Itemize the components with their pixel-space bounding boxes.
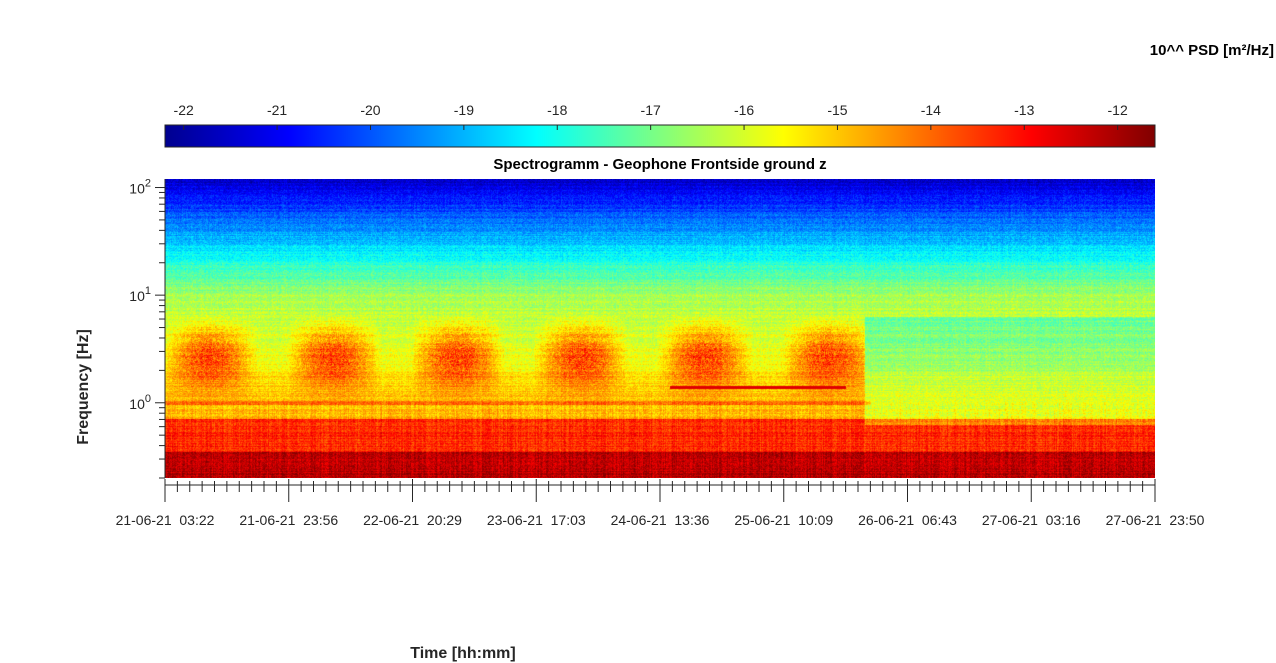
- colorbar-label: 10^^ PSD [m²/Hz]: [1150, 42, 1274, 59]
- x-tick-label: 21-06-21 23:56: [239, 512, 338, 528]
- spectrogram-image: [165, 179, 1155, 478]
- colorbar-tick-label: -14: [921, 102, 941, 118]
- x-tick-label: 27-06-21 23:50: [1106, 512, 1205, 528]
- y-tick-label: 100: [129, 393, 151, 412]
- x-tick-label: 22-06-21 20:29: [363, 512, 462, 528]
- x-axis: 21-06-21 03:22 21-06-21 23:56 22-06-21 20:…: [116, 479, 1205, 528]
- y-tick-label: 102: [129, 178, 151, 197]
- colorbar-tick-label: -20: [360, 102, 380, 118]
- colorbar-gradient: [164, 124, 1156, 148]
- y-tick-label: 101: [129, 285, 151, 304]
- y-axis-label: Frequency [Hz]: [75, 329, 92, 445]
- colorbar-tick-label: -16: [734, 102, 754, 118]
- y-axis: 100 101 102: [129, 178, 166, 479]
- x-axis-label: Time [hh:mm]: [410, 645, 515, 662]
- colorbar-tick-label: -21: [267, 102, 287, 118]
- colorbar-tick-label: -13: [1014, 102, 1034, 118]
- chart-title: Spectrogramm - Geophone Frontside ground…: [493, 156, 826, 173]
- colorbar-tick-label: -19: [454, 102, 474, 118]
- x-tick-label: 26-06-21 06:43: [858, 512, 957, 528]
- colorbar-tick-label: -18: [547, 102, 567, 118]
- x-tick-label: 23-06-21 17:03: [487, 512, 586, 528]
- colorbar-tick-label: -15: [827, 102, 847, 118]
- colorbar-tick-label: -17: [641, 102, 661, 118]
- x-tick-label: 24-06-21 13:36: [611, 512, 710, 528]
- x-tick-label: 21-06-21 03:22: [116, 512, 215, 528]
- x-tick-label: 27-06-21 03:16: [982, 512, 1081, 528]
- spectrogram-image-wrapper: [165, 179, 1155, 478]
- colorbar-tick-label: -12: [1108, 102, 1128, 118]
- plot-area: 100 101 102 21-06-21 03:22 21-06-21 23:56 22…: [116, 178, 1205, 528]
- colorbar-ticks: -22 -21 -20 -19 -18 -17 -16 -15 -14 -13 -12: [174, 102, 1128, 130]
- colorbar: 10^^ PSD [m²/Hz] -22 -21 -20 -19 -18 -17 -16 -1…: [164, 42, 1274, 148]
- colorbar-tick-label: -22: [174, 102, 194, 118]
- x-tick-label: 25-06-21 10:09: [734, 512, 833, 528]
